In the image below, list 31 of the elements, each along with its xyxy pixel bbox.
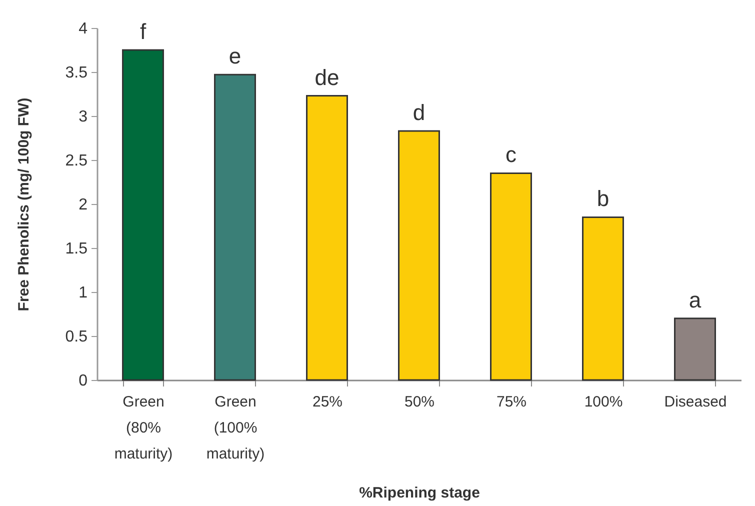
x-tick-label: 50% [404,394,435,410]
y-tick-label: 3.5 [65,64,88,82]
x-tick-label: Green (80% maturity) [114,394,173,462]
data-label: f [140,19,147,44]
data-label: a [688,287,702,312]
bar [582,216,624,381]
y-tick-label: 1.5 [65,240,88,258]
y-tick-label: 0.5 [65,328,88,346]
bar [214,74,256,381]
bar [122,49,164,381]
x-tick-label: 100% [584,394,623,410]
bar [490,172,532,381]
x-tick-label: Diseased [664,394,727,410]
x-axis-title: %Ripening stage [359,484,480,502]
data-label: c [506,142,516,168]
x-tick-label: 75% [496,394,527,410]
data-label: e [228,44,242,69]
x-tick-label: 25% [312,394,343,410]
y-tick-label: 0 [78,372,88,390]
y-tick-label: 2 [78,196,88,214]
bar [306,95,348,381]
data-label: d [412,100,426,125]
data-label: de [314,64,340,90]
data-label: b [596,186,610,212]
y-tick-label: 3 [78,108,88,126]
x-tick-label: Green (100% maturity) [206,394,265,462]
bar [398,130,440,381]
y-tick-label: 4 [78,20,88,38]
y-axis-title: Free Phenolics (mg/ 100g FW) [15,98,32,312]
y-tick-label: 2.5 [65,152,88,170]
y-tick-label: 1 [78,284,88,302]
